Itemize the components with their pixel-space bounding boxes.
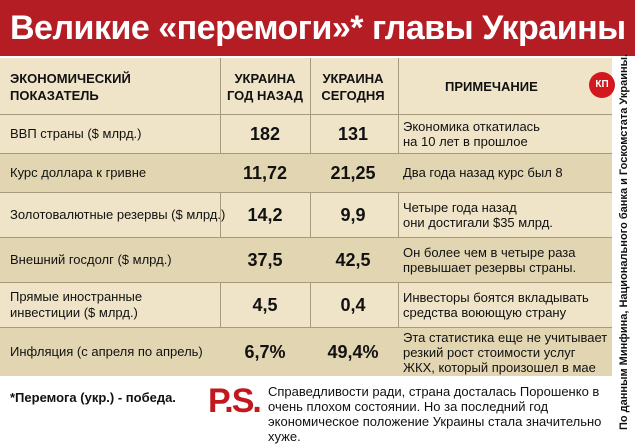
- row-note: Инвесторы боятся вкладывать средства вою…: [403, 290, 589, 320]
- data-table: ЭКОНОМИЧЕСКИЙ ПОКАЗАТЕЛЬ УКРАИНА ГОД НАЗ…: [0, 58, 612, 376]
- row-today-value: 0,4: [340, 295, 366, 315]
- row-ago-value: 11,72: [242, 163, 288, 183]
- table-header: ЭКОНОМИЧЕСКИЙ ПОКАЗАТЕЛЬ УКРАИНА ГОД НАЗ…: [0, 58, 612, 115]
- row-indicator: Прямые иностранные инвестиции ($ млрд.): [10, 289, 143, 320]
- column-divider: [220, 58, 221, 376]
- row-ago-value: 14,2: [247, 205, 283, 225]
- row-indicator: Золотовалютные резервы ($ млрд.): [10, 207, 226, 222]
- header-today: УКРАИНА СЕГОДНЯ: [321, 71, 385, 103]
- title-bar: Великие «перемоги»* главы Украины: [0, 0, 635, 56]
- column-divider: [398, 58, 399, 376]
- table-row: Курс доллара к гривне 11,72 21,25 Два го…: [0, 154, 612, 193]
- ps-text: Справедливости ради, страна досталась По…: [268, 384, 602, 444]
- kp-logo: КП: [589, 72, 615, 98]
- row-note: Он более чем в четыре раза превышает рез…: [403, 245, 577, 275]
- row-today-value: 42,5: [335, 250, 371, 270]
- row-ago-value: 37,5: [247, 250, 283, 270]
- row-indicator: ВВП страны ($ млрд.): [10, 126, 142, 141]
- row-note: Четыре года назад они достигали $35 млрд…: [403, 200, 553, 230]
- ps-label: P.S.: [208, 382, 262, 420]
- table-row: Инфляция (с апреля по апрель) 6,7% 49,4%…: [0, 328, 612, 376]
- row-note: Экономика откатилась на 10 лет в прошлое: [403, 119, 540, 149]
- table-row: Внешний госдолг ($ млрд.) 37,5 42,5 Он б…: [0, 238, 612, 283]
- page-title: Великие «перемоги»* главы Украины: [10, 9, 626, 47]
- table-row: Золотовалютные резервы ($ млрд.) 14,2 9,…: [0, 193, 612, 238]
- row-ago-value: 182: [249, 124, 281, 144]
- row-indicator: Внешний госдолг ($ млрд.): [10, 252, 172, 267]
- source-note-text: По данным Минфина, Национального банка и…: [618, 53, 630, 430]
- row-today-value: 49,4%: [327, 342, 379, 362]
- table-row: ВВП страны ($ млрд.) 182 131 Экономика о…: [0, 115, 612, 154]
- row-today-value: 131: [337, 124, 369, 144]
- row-note: Два года назад курс был 8: [403, 165, 563, 180]
- row-indicator: Курс доллара к гривне: [10, 165, 147, 180]
- footnote: *Перемога (укр.) - победа.: [10, 390, 176, 405]
- column-divider: [310, 58, 311, 376]
- row-today-value: 21,25: [330, 163, 376, 183]
- header-ago: УКРАИНА ГОД НАЗАД: [226, 71, 304, 103]
- source-note: По данным Минфина, Национального банка и…: [614, 53, 634, 432]
- row-note: Эта статистика еще не учитывает резкий р…: [403, 330, 608, 375]
- header-note: ПРИМЕЧАНИЕ: [445, 79, 538, 94]
- header-indicator: ЭКОНОМИЧЕСКИЙ ПОКАЗАТЕЛЬ: [10, 71, 131, 103]
- row-ago-value: 6,7%: [244, 342, 286, 362]
- row-today-value: 9,9: [340, 205, 366, 225]
- row-ago-value: 4,5: [252, 295, 278, 315]
- table-row: Прямые иностранные инвестиции ($ млрд.) …: [0, 283, 612, 328]
- row-indicator: Инфляция (с апреля по апрель): [10, 344, 203, 359]
